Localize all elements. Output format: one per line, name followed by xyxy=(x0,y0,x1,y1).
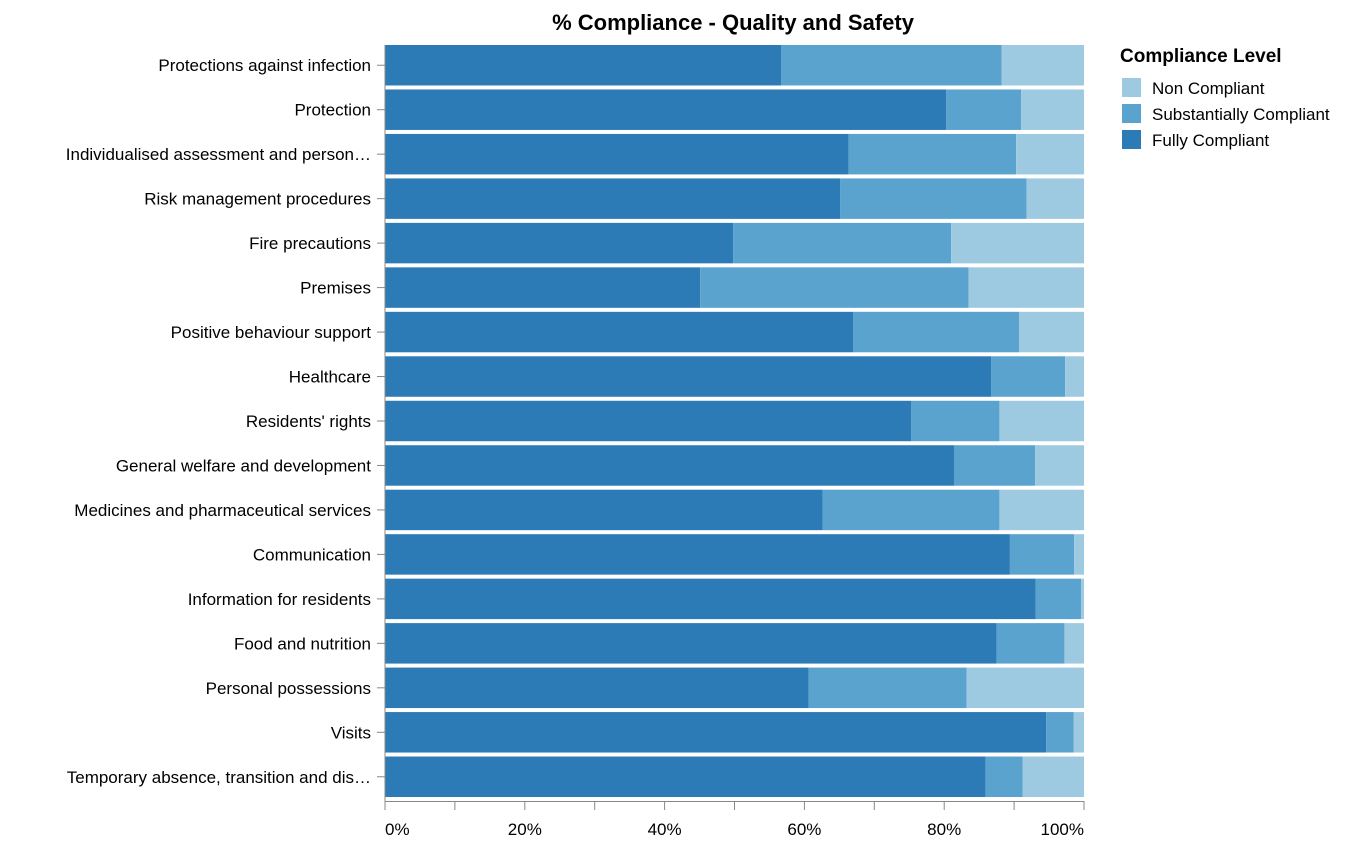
bar-segment-substantially-compliant[interactable] xyxy=(1035,578,1082,620)
bar-segment-non-compliant[interactable] xyxy=(1073,712,1084,753)
bar-segment-substantially-compliant[interactable] xyxy=(822,489,1000,531)
bar-segment-substantially-compliant[interactable] xyxy=(1009,534,1075,575)
bar-segment-non-compliant[interactable] xyxy=(1022,756,1084,797)
bar-segment-non-compliant[interactable] xyxy=(951,222,1084,264)
category-label: Medicines and pharmaceutical services xyxy=(74,501,371,520)
bar-segment-fully-compliant[interactable] xyxy=(385,222,734,264)
bar-segment-substantially-compliant[interactable] xyxy=(733,222,952,264)
bar-segment-substantially-compliant[interactable] xyxy=(946,89,1022,130)
category-label: Healthcare xyxy=(289,368,371,387)
x-axis: 0% 20% 40% 60% 80% 100% xyxy=(384,801,1085,839)
bar-segment-substantially-compliant[interactable] xyxy=(853,311,1019,353)
bar-segment-non-compliant[interactable] xyxy=(1021,89,1084,130)
legend-label[interactable]: Fully Compliant xyxy=(1152,131,1269,150)
legend-label[interactable]: Non Compliant xyxy=(1152,79,1265,98)
bar-segment-substantially-compliant[interactable] xyxy=(700,267,969,308)
bar-segment-fully-compliant[interactable] xyxy=(385,178,841,219)
bar-segment-non-compliant[interactable] xyxy=(1074,534,1084,575)
bar-segment-non-compliant[interactable] xyxy=(1065,356,1084,397)
x-tick-label: 40% xyxy=(648,820,682,839)
x-tick-label: 80% xyxy=(927,820,961,839)
category-label: Personal possessions xyxy=(206,679,371,698)
bar-segment-fully-compliant[interactable] xyxy=(385,667,809,709)
bar-segment-substantially-compliant[interactable] xyxy=(911,400,1000,442)
chart-title: % Compliance - Quality and Safety xyxy=(552,10,915,35)
bar-segment-substantially-compliant[interactable] xyxy=(840,178,1027,219)
bar-segment-non-compliant[interactable] xyxy=(1018,311,1084,353)
legend-title: Compliance Level xyxy=(1120,46,1282,67)
bar-segment-fully-compliant[interactable] xyxy=(385,356,992,397)
legend-swatch[interactable] xyxy=(1122,104,1141,123)
bar-segment-non-compliant[interactable] xyxy=(999,489,1084,531)
x-tick-label: 100% xyxy=(1041,820,1084,839)
bars-layer xyxy=(385,45,1084,797)
category-label: Visits xyxy=(331,723,371,742)
category-label: General welfare and development xyxy=(116,456,371,475)
category-label: Fire precautions xyxy=(249,234,371,253)
bar-segment-non-compliant[interactable] xyxy=(966,667,1084,709)
legend: Compliance Level Non Compliant Substantia… xyxy=(1120,46,1330,150)
category-label: Communication xyxy=(253,545,371,564)
bar-segment-fully-compliant[interactable] xyxy=(385,489,823,531)
bar-segment-non-compliant[interactable] xyxy=(1035,445,1084,486)
category-label: Positive behaviour support xyxy=(171,323,372,342)
bar-segment-fully-compliant[interactable] xyxy=(385,756,986,797)
bar-segment-substantially-compliant[interactable] xyxy=(996,623,1065,664)
bar-segment-fully-compliant[interactable] xyxy=(385,267,701,308)
bar-segment-non-compliant[interactable] xyxy=(1064,623,1084,664)
bar-segment-substantially-compliant[interactable] xyxy=(848,133,1017,175)
bar-segment-non-compliant[interactable] xyxy=(1026,178,1084,219)
bar-segment-fully-compliant[interactable] xyxy=(385,133,849,175)
bar-segment-non-compliant[interactable] xyxy=(1081,578,1084,620)
category-label: Food and nutrition xyxy=(234,634,371,653)
bar-segment-fully-compliant[interactable] xyxy=(385,578,1036,620)
category-label: Risk management procedures xyxy=(144,190,371,209)
bar-segment-substantially-compliant[interactable] xyxy=(781,45,1002,86)
category-label: Premises xyxy=(300,279,371,298)
bar-segment-fully-compliant[interactable] xyxy=(385,45,782,86)
bar-segment-substantially-compliant[interactable] xyxy=(985,756,1023,797)
bar-segment-non-compliant[interactable] xyxy=(1016,133,1084,175)
category-label: Temporary absence, transition and dis… xyxy=(67,768,371,787)
legend-swatch[interactable] xyxy=(1122,130,1141,149)
bar-segment-non-compliant[interactable] xyxy=(968,267,1084,308)
category-label: Protection xyxy=(294,101,371,120)
x-tick-label: 20% xyxy=(508,820,542,839)
bar-segment-fully-compliant[interactable] xyxy=(385,311,854,353)
bar-segment-fully-compliant[interactable] xyxy=(385,534,1010,575)
bar-segment-fully-compliant[interactable] xyxy=(385,400,912,442)
bar-segment-fully-compliant[interactable] xyxy=(385,712,1047,753)
bar-segment-substantially-compliant[interactable] xyxy=(991,356,1066,397)
bar-segment-non-compliant[interactable] xyxy=(1001,45,1084,86)
bar-segment-non-compliant[interactable] xyxy=(999,400,1084,442)
category-label: Individualised assessment and person… xyxy=(66,145,371,164)
bar-segment-fully-compliant[interactable] xyxy=(385,89,947,130)
bar-segment-substantially-compliant[interactable] xyxy=(808,667,967,709)
bar-segment-fully-compliant[interactable] xyxy=(385,445,954,486)
category-labels: Protections against infection Protection I… xyxy=(66,45,386,801)
category-label: Information for residents xyxy=(188,590,371,609)
bar-segment-fully-compliant[interactable] xyxy=(385,623,997,664)
bar-segment-substantially-compliant[interactable] xyxy=(953,445,1036,486)
x-tick-label: 60% xyxy=(787,820,821,839)
category-label: Protections against infection xyxy=(158,56,371,75)
legend-label[interactable]: Substantially Compliant xyxy=(1152,105,1330,124)
bar-segment-substantially-compliant[interactable] xyxy=(1046,712,1074,753)
category-label: Residents' rights xyxy=(246,412,371,431)
legend-swatch[interactable] xyxy=(1122,78,1141,97)
x-tick-label: 0% xyxy=(385,820,410,839)
